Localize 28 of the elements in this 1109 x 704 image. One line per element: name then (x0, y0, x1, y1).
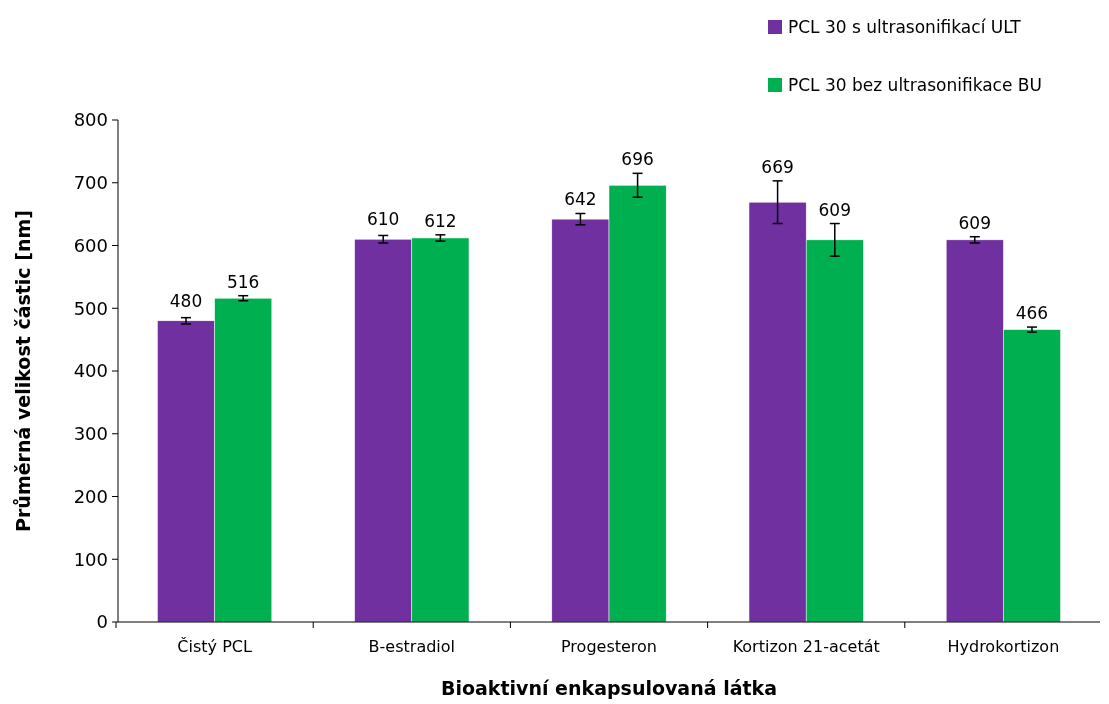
x-tick-label: Kortizon 21-acetát (732, 637, 880, 656)
data-label: 610 (366, 209, 400, 230)
x-tick-label: Čistý PCL (177, 637, 252, 656)
data-label: 516 (226, 271, 260, 292)
legend-label: PCL 30 bez ultrasonifikace BU (788, 74, 1042, 95)
y-tick-label: 0 (96, 611, 108, 633)
x-tick-label: Progesteron (561, 637, 657, 656)
y-tick-label: 600 (73, 234, 108, 256)
y-tick-label: 500 (73, 297, 108, 319)
y-axis-title: Průměrná velikost částic [nm] (12, 210, 34, 532)
y-tick-label: 700 (73, 172, 108, 194)
data-label: 466 (1015, 303, 1049, 324)
y-tick-label: 400 (73, 360, 108, 382)
data-label: 696 (621, 149, 654, 170)
data-label: 612 (424, 210, 457, 231)
data-label: 609 (818, 199, 852, 220)
x-axis-title: Bioaktivní enkapsulovaná látka (440, 677, 778, 699)
x-tick-label: Hydrokortizon (947, 637, 1060, 656)
legend-label: PCL 30 s ultrasonifikací ULT (788, 16, 1022, 37)
data-label: 480 (169, 290, 203, 311)
data-label: 642 (564, 189, 597, 210)
data-label: 669 (761, 156, 794, 177)
x-tick-label: B-estradiol (368, 637, 456, 656)
y-tick-label: 300 (73, 423, 108, 445)
data-label: 609 (958, 212, 992, 233)
y-tick-label: 200 (73, 485, 108, 507)
y-tick-label: 800 (73, 109, 108, 131)
y-tick-label: 100 (73, 548, 108, 570)
